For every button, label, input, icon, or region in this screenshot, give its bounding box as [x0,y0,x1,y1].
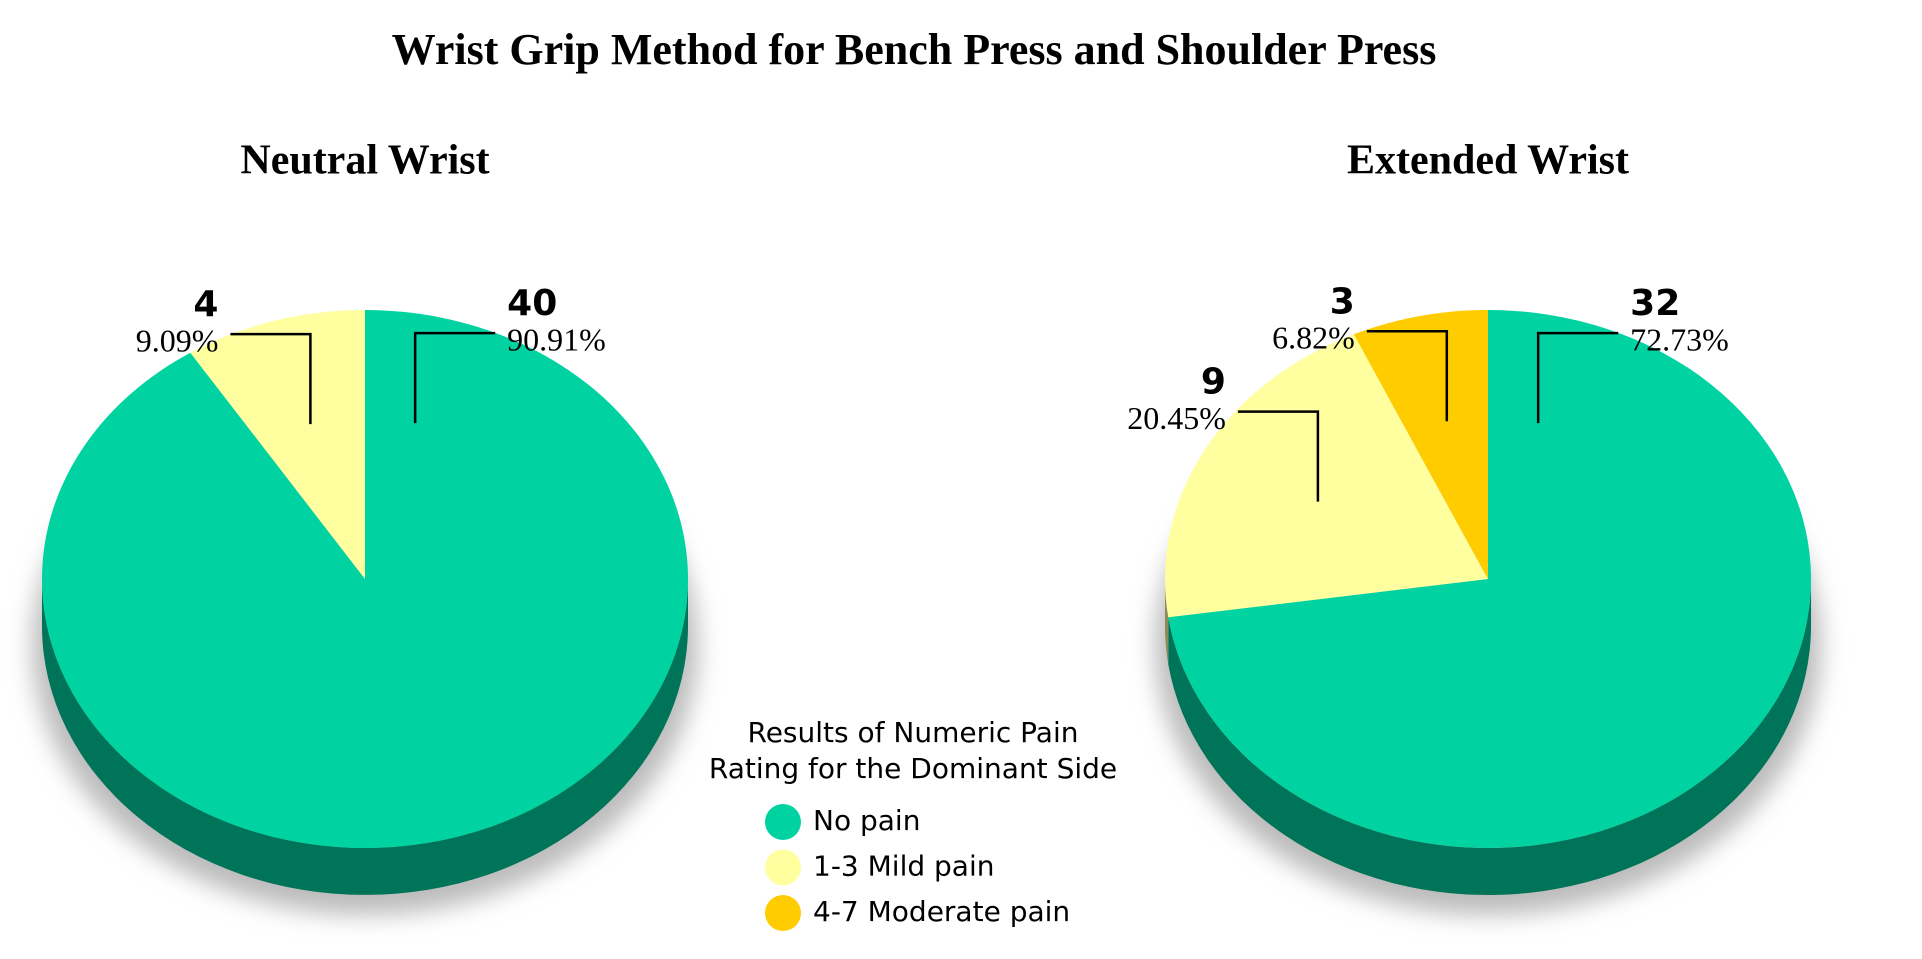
legend-title: Rating for the Dominant Side [709,752,1117,785]
leader-line [413,331,496,424]
percent-label: 9.09% [136,322,219,358]
legend-swatch [765,895,801,931]
count-label: 4 [193,284,218,325]
percent-label: 20.45% [1127,400,1226,436]
percent-label: 6.82% [1272,320,1355,356]
figure-title: Wrist Grip Method for Bench Press and Sh… [392,25,1437,74]
legend-label: 1-3 Mild pain [813,850,994,883]
legend-swatch [765,804,801,840]
slice [190,310,365,579]
count-label: 32 [1630,283,1680,324]
pie-title: Neutral Wrist [240,138,489,184]
leader-line [230,332,312,425]
leader-line [1237,410,1320,502]
count-label: 9 [1201,362,1226,403]
legend-title: Results of Numeric Pain [748,716,1079,749]
count-label: 40 [507,283,557,324]
slice [41,310,688,848]
legend-swatch [765,849,801,886]
percent-label: 72.73% [1630,321,1729,357]
percent-label: 90.91% [507,321,606,357]
slice [1168,310,1811,848]
pie-title: Extended Wrist [1347,138,1629,184]
slice-side [42,579,688,895]
slice-side [1165,579,1169,665]
slice-side [1168,579,1811,895]
legend-label: No pain [813,804,920,837]
slice [1353,310,1488,579]
count-label: 3 [1330,281,1355,322]
legend-label: 4-7 Moderate pain [813,895,1070,928]
leader-line [1366,330,1449,422]
slice [1165,334,1488,618]
leader-line [1536,331,1619,424]
